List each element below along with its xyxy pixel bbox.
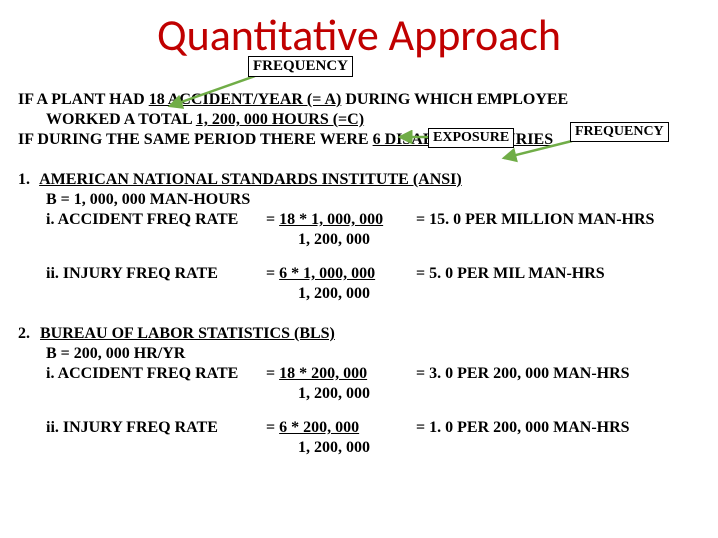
section-heading: AMERICAN NATIONAL STANDARDS INSTITUTE (A…	[39, 171, 462, 188]
callout-label: FREQUENCY	[575, 124, 664, 139]
callout-label: FREQUENCY	[253, 58, 348, 74]
ansi-calc-ii-row1: ii. INJURY FREQ RATE = 6 * 1, 000, 000 =…	[18, 264, 700, 284]
ansi-base: B = 1, 000, 000 MAN-HOURS	[18, 190, 700, 210]
ansi-calc-i-row1: i. ACCIDENT FREQ RATE = 18 * 1, 000, 000…	[18, 210, 700, 230]
denominator: 1, 200, 000	[266, 438, 416, 458]
numerator: 6 * 200, 000	[279, 419, 359, 436]
list-number: 2.	[18, 324, 36, 344]
calc-fraction: = 18 * 200, 000	[266, 364, 416, 384]
bls-calc-i-row2: 1, 200, 000	[18, 384, 700, 404]
callout-label: EXPOSURE	[433, 130, 509, 145]
callout-frequency-right: FREQUENCY	[570, 122, 669, 142]
equals: =	[266, 265, 279, 282]
hours-worked: 1, 200, 000 HOURS (=C)	[196, 111, 364, 128]
intro-line-1: IF A PLANT HAD 18 ACCIDENT/YEAR (= A) DU…	[18, 90, 700, 110]
calc-label: i. ACCIDENT FREQ RATE	[46, 210, 266, 230]
denominator: 1, 200, 000	[266, 230, 416, 250]
calc-label: ii. INJURY FREQ RATE	[46, 264, 266, 284]
page-title: Quantitative Approach	[0, 0, 718, 62]
calc-label: ii. INJURY FREQ RATE	[46, 418, 266, 438]
list-number: 1.	[18, 170, 36, 190]
calc-fraction: = 18 * 1, 000, 000	[266, 210, 416, 230]
numerator: 18 * 200, 000	[279, 365, 367, 382]
section-heading-row: 1. AMERICAN NATIONAL STANDARDS INSTITUTE…	[18, 170, 700, 190]
denominator: 1, 200, 000	[266, 384, 416, 404]
text: DURING WHICH EMPLOYEE	[341, 91, 568, 108]
ansi-calc-ii-row2: 1, 200, 000	[18, 284, 700, 304]
callout-exposure: EXPOSURE	[428, 128, 514, 148]
calc-result: = 5. 0 PER MIL MAN-HRS	[416, 264, 700, 284]
body-content: IF A PLANT HAD 18 ACCIDENT/YEAR (= A) DU…	[0, 90, 718, 458]
callout-frequency-top: FREQUENCY	[248, 56, 353, 77]
calc-result: = 3. 0 PER 200, 000 MAN-HRS	[416, 364, 700, 384]
section-bls: 2. BUREAU OF LABOR STATISTICS (BLS) B = …	[18, 324, 700, 458]
text: IF DURING THE SAME PERIOD THERE WERE	[18, 131, 373, 148]
equals: =	[266, 211, 279, 228]
calc-label: i. ACCIDENT FREQ RATE	[46, 364, 266, 384]
arrow-frequency-top	[160, 72, 260, 112]
denominator: 1, 200, 000	[266, 284, 416, 304]
numerator: 6 * 1, 000, 000	[279, 265, 375, 282]
section-heading: BUREAU OF LABOR STATISTICS (BLS)	[40, 325, 335, 342]
equals: =	[266, 365, 279, 382]
text: WORKED A TOTAL	[46, 111, 196, 128]
bls-calc-ii-row2: 1, 200, 000	[18, 438, 700, 458]
calc-fraction: = 6 * 1, 000, 000	[266, 264, 416, 284]
section-heading-row: 2. BUREAU OF LABOR STATISTICS (BLS)	[18, 324, 700, 344]
bls-base: B = 200, 000 HR/YR	[18, 344, 700, 364]
calc-fraction: = 6 * 200, 000	[266, 418, 416, 438]
section-ansi: 1. AMERICAN NATIONAL STANDARDS INSTITUTE…	[18, 170, 700, 304]
numerator: 18 * 1, 000, 000	[279, 211, 383, 228]
bls-calc-ii-row1: ii. INJURY FREQ RATE = 6 * 200, 000 = 1.…	[18, 418, 700, 438]
equals: =	[266, 419, 279, 436]
calc-result: = 15. 0 PER MILLION MAN-HRS	[416, 210, 700, 230]
bls-calc-i-row1: i. ACCIDENT FREQ RATE = 18 * 200, 000 = …	[18, 364, 700, 384]
ansi-calc-i-row2: 1, 200, 000	[18, 230, 700, 250]
calc-result: = 1. 0 PER 200, 000 MAN-HRS	[416, 418, 700, 438]
text: IF A PLANT HAD	[18, 91, 149, 108]
